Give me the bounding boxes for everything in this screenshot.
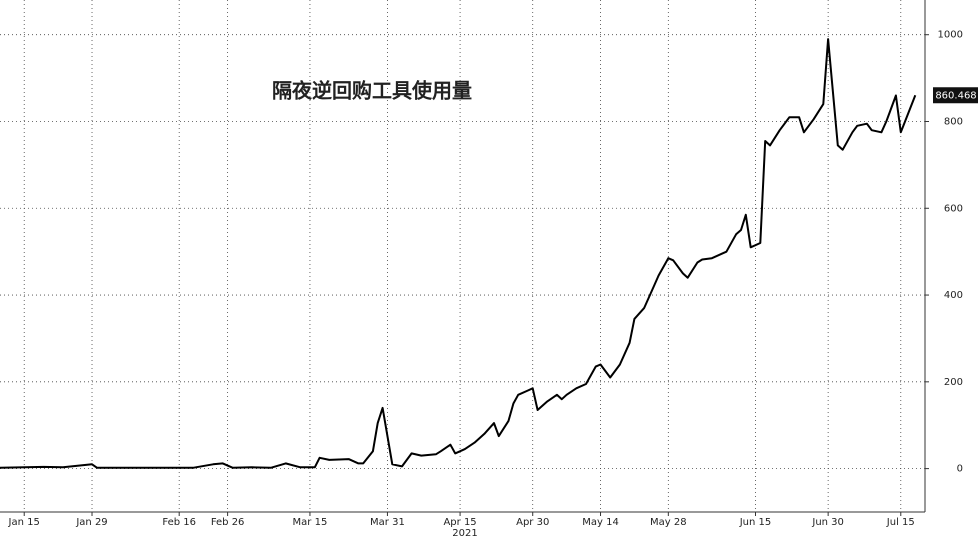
y-tick-label: 1000 bbox=[938, 30, 963, 41]
chart-title: 隔夜逆回购工具使用量 bbox=[272, 79, 472, 103]
x-tick-label: May 28 bbox=[650, 517, 687, 528]
y-tick-label: 800 bbox=[944, 116, 963, 127]
data-line bbox=[0, 38, 917, 469]
last-value-label: 860.468 bbox=[935, 90, 976, 101]
y-tick-label: 400 bbox=[944, 290, 963, 301]
x-tick-label: May 14 bbox=[582, 517, 619, 528]
x-axis-label: 2021 bbox=[452, 528, 477, 539]
x-tick-label: Mar 15 bbox=[293, 517, 328, 528]
y-tick-label: 600 bbox=[944, 203, 963, 214]
x-tick-label: Feb 26 bbox=[211, 517, 245, 528]
x-tick-label: Jun 30 bbox=[811, 517, 844, 528]
x-tick-label: Feb 16 bbox=[162, 517, 196, 528]
x-tick-label: Apr 30 bbox=[516, 517, 549, 528]
y-tick-label: 200 bbox=[944, 377, 963, 388]
last-value-box bbox=[933, 87, 978, 104]
x-tick-label: Jan 15 bbox=[8, 517, 40, 528]
x-tick-label: Apr 15 bbox=[443, 517, 476, 528]
x-tick-label: Jul 15 bbox=[886, 517, 915, 528]
x-tick-label: Mar 31 bbox=[370, 517, 405, 528]
x-tick-label: Jun 15 bbox=[739, 517, 772, 528]
y-tick-label: 0 bbox=[957, 464, 963, 475]
x-tick-label: Jan 29 bbox=[75, 517, 107, 528]
